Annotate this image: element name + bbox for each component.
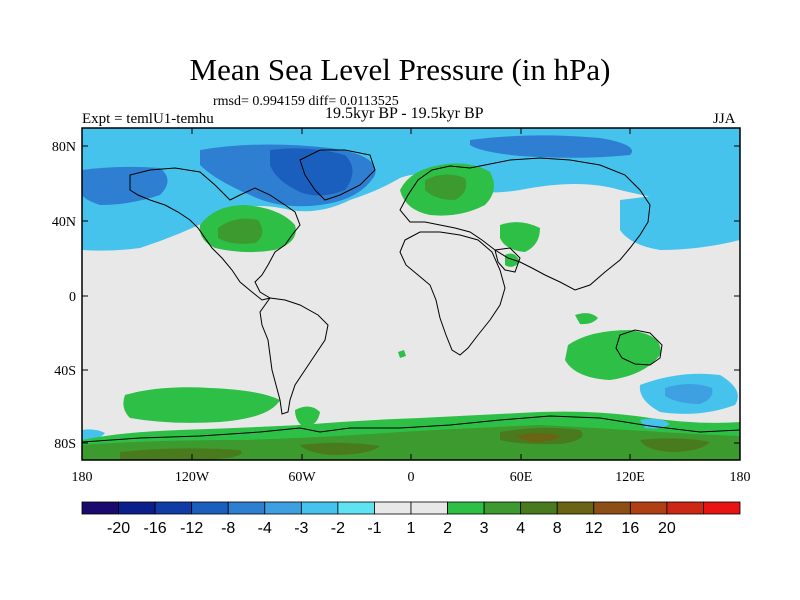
- colorbar-swatch: [703, 501, 741, 515]
- colorbar-swatch: [666, 501, 704, 515]
- colorbar-swatch: [81, 501, 119, 515]
- lat-label: 40S: [54, 364, 76, 379]
- colorbar-swatch: [227, 501, 266, 515]
- europe-dark-green: [425, 174, 467, 200]
- australia-green: [565, 330, 661, 380]
- antarctic-olive: [120, 448, 242, 460]
- colorbar-label: -2: [331, 520, 345, 537]
- lon-label: 120W: [175, 470, 210, 485]
- lon-label: 180: [730, 470, 751, 485]
- colorbar-swatch: [593, 501, 631, 515]
- colorbar-label: 3: [480, 520, 489, 537]
- lat-label: 0: [69, 290, 76, 305]
- arctic-blue: [470, 135, 632, 158]
- colorbar-swatch: [191, 501, 229, 515]
- experiment-label: Expt = temlU1-temhu: [82, 111, 214, 127]
- south-pacific-green: [123, 387, 280, 423]
- south-indian-blue: [665, 384, 713, 404]
- season-label: JJA: [713, 111, 736, 127]
- coast-eurasia: [399, 157, 651, 291]
- colorbar-swatch: [264, 501, 302, 515]
- coast-greenland: [299, 149, 376, 201]
- colorbar-label: 2: [443, 520, 452, 537]
- north-blue-core: [82, 166, 168, 205]
- period-label: 19.5kyr BP - 19.5kyr BP: [325, 105, 484, 122]
- colorbar-label: -4: [258, 520, 272, 537]
- colorbar-swatch: [520, 501, 558, 515]
- antarctic-brown: [515, 433, 560, 442]
- lat-label: 40N: [52, 215, 76, 230]
- antarctic-olive-3: [300, 442, 380, 455]
- greenland-deep-blue: [270, 148, 353, 196]
- colorbar: [81, 501, 741, 515]
- colorbar-label: 4: [516, 520, 525, 537]
- coast-south-america: [259, 297, 329, 415]
- lon-tick-marks: [191, 128, 631, 460]
- lon-label: 180: [72, 470, 93, 485]
- lat-tick-marks: [82, 145, 740, 444]
- atlantic-green-dot: [398, 350, 406, 358]
- lon-label: 0: [408, 470, 415, 485]
- lon-label: 120E: [615, 470, 645, 485]
- colorbar-label: -8: [221, 520, 235, 537]
- lat-label: 80N: [52, 140, 76, 155]
- coast-australia: [615, 329, 663, 366]
- colorbar-label: -20: [107, 520, 130, 537]
- colorbar-swatch: [483, 501, 522, 515]
- antarctic-olive-4: [640, 438, 710, 452]
- west-pacific-cyan: [620, 206, 660, 238]
- south-pacific-cyan: [82, 429, 105, 440]
- colorbar-label: -3: [294, 520, 308, 537]
- colorbar-label: 20: [658, 520, 676, 537]
- colorbar-label: -1: [367, 520, 381, 537]
- colorbar-label: 12: [585, 520, 603, 537]
- stats-text: rmsd= 0.994159 diff= 0.0113525: [213, 94, 399, 109]
- north-america-dark-green: [218, 218, 263, 244]
- lon-label: 60W: [288, 470, 316, 485]
- chart-title: Mean Sea Level Pressure (in hPa): [189, 52, 611, 87]
- coastlines: [82, 149, 740, 443]
- colorbar-label: -16: [144, 520, 167, 537]
- lat-label: 80S: [54, 437, 76, 452]
- colorbar-label: 1: [407, 520, 416, 537]
- colorbar-swatch: [154, 501, 193, 515]
- coast-antarctica: [82, 415, 740, 443]
- coast-north-america: [129, 167, 301, 301]
- colorbar-swatch: [556, 501, 595, 515]
- middle-east-green: [500, 222, 540, 252]
- colorbar-swatch: [629, 501, 668, 515]
- middle-east-green-2: [505, 253, 520, 267]
- lon-label: 60E: [510, 470, 533, 485]
- south-atlantic-green: [295, 406, 320, 428]
- colorbar-swatch: [118, 501, 156, 515]
- colorbar-swatch: [337, 501, 375, 515]
- colorbar-swatch: [374, 501, 412, 515]
- colorbar-label: 16: [621, 520, 639, 537]
- colorbar-labels: -20 -16 -12 -8 -4 -3 -2 -1 1 2 3 4 8 12 16 20: [107, 520, 676, 537]
- coast-africa: [399, 231, 506, 356]
- coast-arabia: [494, 247, 521, 273]
- colorbar-swatch: [300, 501, 339, 515]
- colorbar-label: -12: [180, 520, 203, 537]
- colorbar-swatch: [447, 501, 485, 515]
- colorbar-swatch: [410, 501, 448, 515]
- indonesia-green: [575, 313, 598, 325]
- colorbar-label: 8: [553, 520, 562, 537]
- map-fields: [82, 128, 740, 460]
